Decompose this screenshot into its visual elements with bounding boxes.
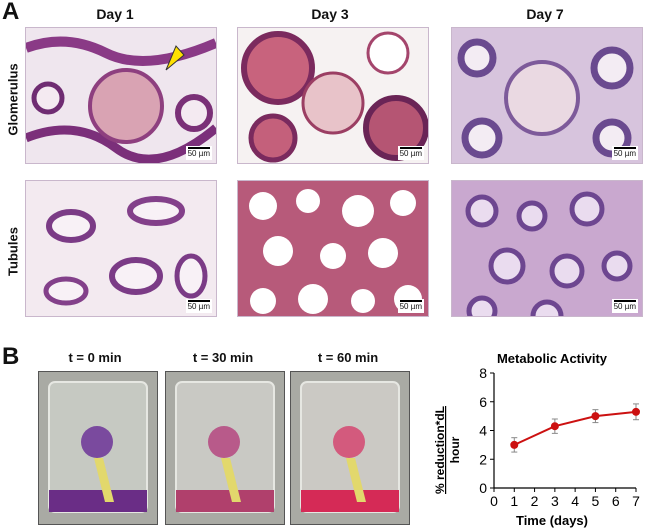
y-tick-label: 2: [479, 451, 487, 467]
data-point: [632, 407, 640, 416]
scale-label: 50 µm: [399, 149, 422, 158]
scale-label: 50 µm: [613, 149, 636, 158]
photo-label-t30: t = 30 min: [192, 350, 254, 365]
row-header-glomerulus: Glomerulus: [5, 63, 21, 136]
bioreactor-photo-t60: [290, 371, 410, 525]
series-line: [513, 410, 637, 446]
x-tick-label: 7: [632, 493, 640, 509]
photo-label-t60: t = 60 min: [317, 350, 379, 365]
panel-a-label: A: [2, 0, 20, 25]
y-tick-label: 8: [479, 365, 487, 381]
y-axis-label-line2: hour: [448, 436, 462, 463]
y-tick-label: 6: [479, 394, 487, 410]
x-tick-label: 1: [510, 493, 518, 509]
row-header-tubules: Tubules: [5, 227, 21, 276]
micrograph-glomerulus-day3: 50 µm: [237, 27, 429, 164]
x-tick-label: 6: [612, 493, 620, 509]
chart-title: Metabolic Activity: [497, 351, 608, 366]
column-header-day1: Day 1: [96, 6, 134, 22]
column-header-day3: Day 3: [311, 6, 349, 22]
micrograph-tubules-day3: 50 µm: [237, 180, 429, 317]
medium-fill: [301, 490, 399, 512]
y-tick-label: 0: [479, 480, 487, 496]
photo-label-t0: t = 0 min: [68, 350, 122, 365]
x-tick-label: 3: [551, 493, 559, 509]
yellow-arrow-icon: [165, 45, 185, 71]
panel-b-label: B: [2, 343, 20, 370]
medium-fill: [49, 490, 147, 512]
micrograph-glomerulus-day1: 50 µm: [25, 27, 217, 164]
bioreactor-photo-t30: [165, 371, 285, 525]
micrograph-tubules-day1: 50 µm: [25, 180, 217, 317]
y-axis-label-line1: % reduction*dL: [433, 406, 447, 494]
data-point: [510, 440, 519, 449]
x-tick-label: 2: [531, 493, 539, 509]
x-tick-label: 0: [490, 493, 498, 509]
data-point: [550, 422, 559, 431]
medium-fill: [176, 490, 274, 512]
micrograph-tubules-day7: 50 µm: [451, 180, 643, 317]
micrograph-glomerulus-day7: 50 µm: [451, 27, 643, 164]
scale-label: 50 µm: [613, 302, 636, 311]
bioreactor-photo-t0: [38, 371, 158, 525]
column-header-day7: Day 7: [526, 6, 564, 22]
scale-label: 50 µm: [399, 302, 422, 311]
y-tick-label: 4: [479, 423, 487, 439]
scale-label: 50 µm: [187, 149, 210, 158]
metabolic-activity-chart: Metabolic Activity % reduction*dL hour T…: [433, 351, 640, 528]
scale-label: 50 µm: [187, 302, 210, 311]
x-tick-label: 5: [592, 493, 600, 509]
data-point: [591, 412, 600, 421]
x-axis-label: Time (days): [516, 513, 588, 528]
x-tick-label: 4: [571, 493, 579, 509]
